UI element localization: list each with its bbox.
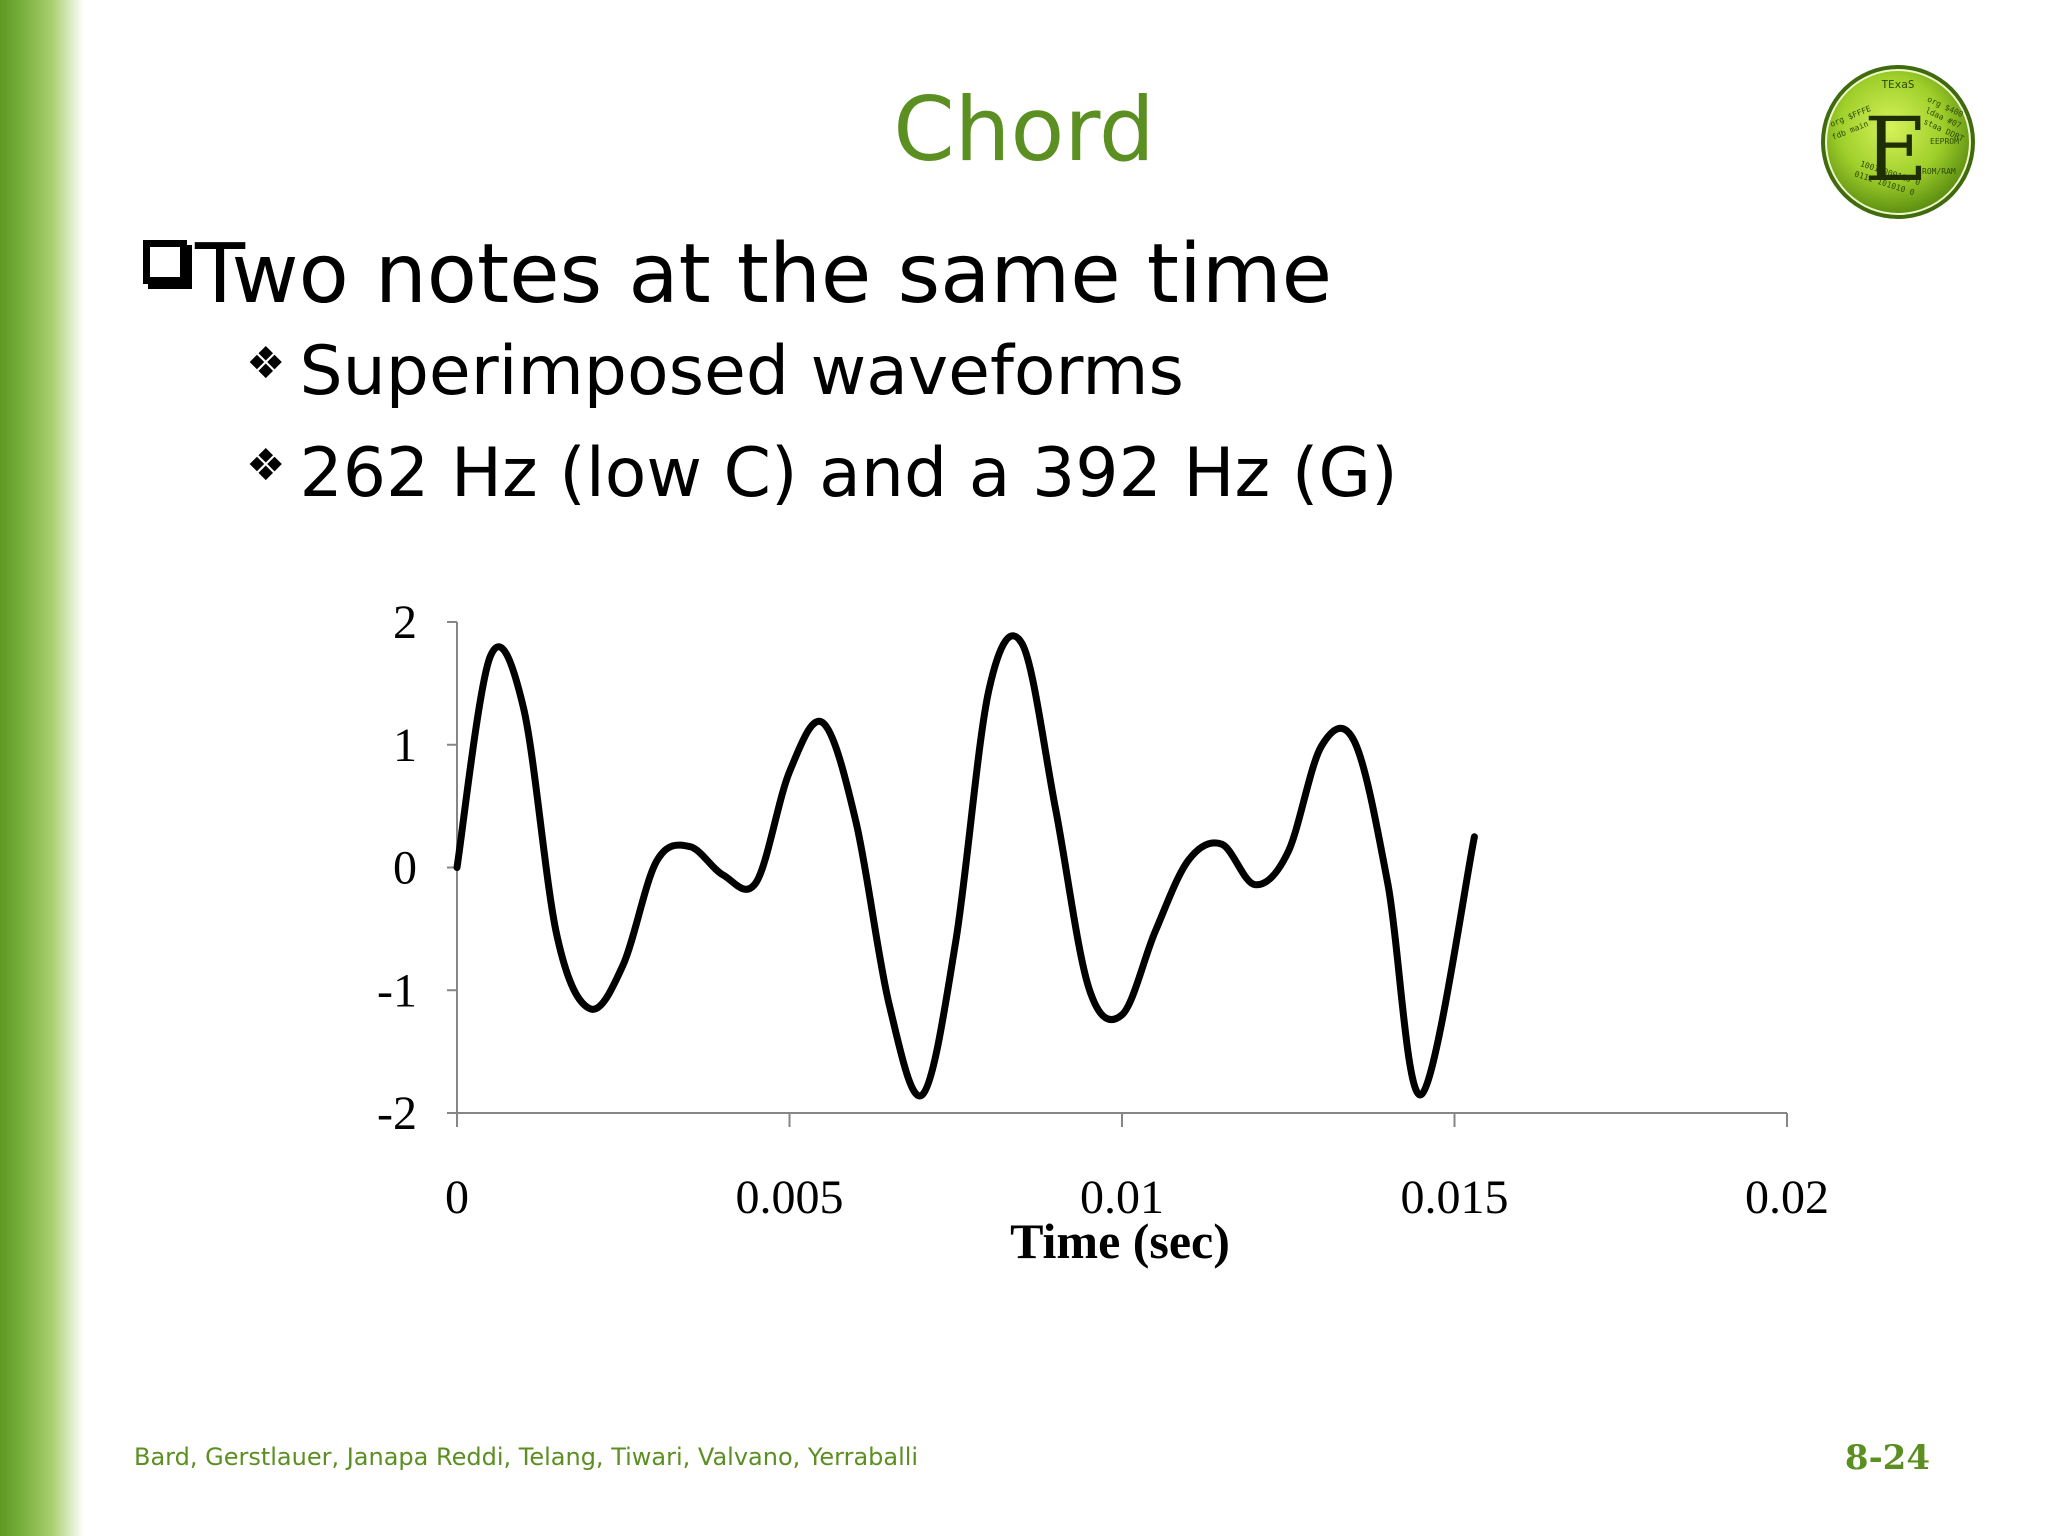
texas-e-logo-icon: TExaS org $FFFE fdb main org $400 ldaa #… <box>1821 65 1975 219</box>
sidebar-gradient <box>0 0 84 1536</box>
sub-bullet: ❖ 262 Hz (low C) and a 392 Hz (G) <box>246 434 1398 522</box>
x-tick-label: 0.005 <box>736 1171 844 1224</box>
y-tick-label: 2 <box>393 596 417 649</box>
waveform-line <box>453 632 1478 1100</box>
x-tick-label: 0 <box>445 1171 469 1224</box>
checkbox-bullet-icon <box>143 240 187 284</box>
x-tick-label: 0.01 <box>1080 1171 1164 1224</box>
y-tick-label: -2 <box>377 1087 417 1140</box>
page-number: 8-24 <box>1844 1438 1930 1478</box>
diamond-bullet-icon: ❖ <box>246 440 286 491</box>
diamond-bullet-icon: ❖ <box>246 338 286 389</box>
y-tick-label: 0 <box>393 842 417 895</box>
logo-letter: E <box>1864 98 1928 201</box>
x-tick-label: 0.015 <box>1401 1171 1509 1224</box>
bullet-main-text: Two notes at the same time <box>195 227 1333 322</box>
sub-bullet: ❖ Superimposed waveforms <box>246 332 1184 420</box>
x-tick-label: 0.02 <box>1745 1171 1829 1224</box>
slide-title: Chord <box>893 78 1155 181</box>
logo-code-text: EEPROM <box>1930 137 1959 146</box>
sub-bullet-text: Superimposed waveforms <box>299 332 1184 411</box>
logo-code-text: ROM/RAM <box>1922 167 1956 176</box>
y-tick-label: 1 <box>393 719 417 772</box>
bullet-main: Two notes at the same time <box>143 225 1332 325</box>
footer-authors: Bard, Gerstlauer, Janapa Reddi, Telang, … <box>134 1443 919 1471</box>
logo-caption: TExaS <box>1881 78 1914 91</box>
y-tick-label: -1 <box>377 964 417 1017</box>
x-axis-label: Time (sec) <box>1010 1213 1230 1269</box>
sub-bullet-text: 262 Hz (low C) and a 392 Hz (G) <box>299 434 1398 513</box>
y-axis-label: Sound Amplitude <box>280 686 336 1060</box>
